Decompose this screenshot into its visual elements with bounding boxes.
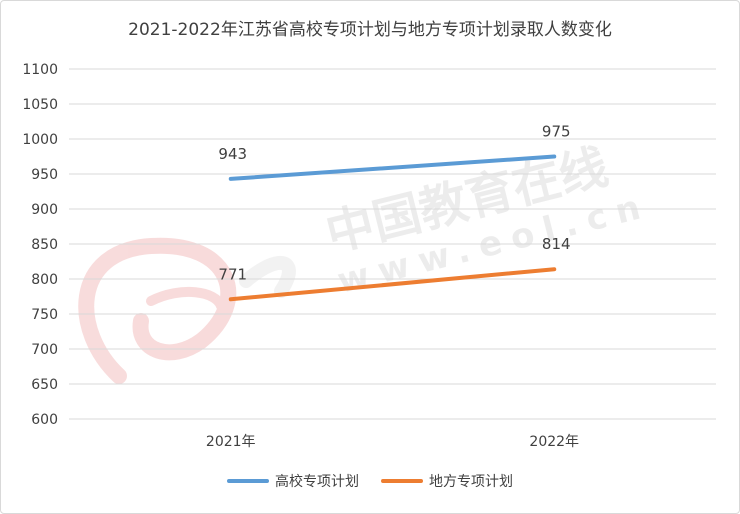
series-line-1 bbox=[228, 267, 557, 302]
y-tick-label-1100: 1100 bbox=[22, 62, 58, 78]
legend-swatch-difang bbox=[381, 479, 423, 483]
series-lines bbox=[228, 154, 557, 302]
legend-item-gaoxiao[interactable]: 高校专项计划 bbox=[227, 471, 359, 491]
data-label-0-0: 943 bbox=[218, 145, 247, 163]
y-axis-ticks: 600 650 700 750 800 850 900 950 1000 1050 1100 bbox=[22, 62, 58, 428]
watermark-logo bbox=[78, 237, 296, 384]
grid-lines bbox=[69, 68, 716, 420]
chart-title: 2021-2022年江苏省高校专项计划与地方专项计划录取人数变化 bbox=[128, 20, 612, 40]
y-tick-label-650: 650 bbox=[31, 377, 58, 393]
x-tick-label-1: 2022年 bbox=[529, 434, 579, 450]
y-tick-label-1000: 1000 bbox=[22, 132, 58, 148]
x-axis-ticks: 2021年 2022年 bbox=[206, 434, 579, 450]
y-tick-label-750: 750 bbox=[31, 307, 58, 323]
y-tick-label-950: 950 bbox=[31, 167, 58, 183]
y-tick-label-850: 850 bbox=[31, 237, 58, 253]
data-labels: 943 975 771 814 bbox=[218, 123, 570, 284]
legend-item-difang[interactable]: 地方专项计划 bbox=[381, 471, 513, 491]
legend-label-difang: 地方专项计划 bbox=[429, 474, 513, 490]
data-label-1-0: 771 bbox=[218, 265, 247, 283]
data-label-1-1: 814 bbox=[542, 235, 571, 253]
y-tick-label-900: 900 bbox=[31, 202, 58, 218]
data-label-0-1: 975 bbox=[542, 123, 571, 141]
series-line-0 bbox=[228, 154, 557, 181]
y-tick-label-1050: 1050 bbox=[22, 97, 58, 113]
legend-label-gaoxiao: 高校专项计划 bbox=[275, 474, 359, 490]
y-tick-label-700: 700 bbox=[31, 342, 58, 358]
legend-swatch-gaoxiao bbox=[227, 479, 269, 483]
legend: 高校专项计划 地方专项计划 bbox=[1, 471, 739, 491]
y-tick-label-800: 800 bbox=[31, 272, 58, 288]
y-tick-label-600: 600 bbox=[31, 412, 58, 428]
x-tick-label-0: 2021年 bbox=[206, 434, 256, 450]
